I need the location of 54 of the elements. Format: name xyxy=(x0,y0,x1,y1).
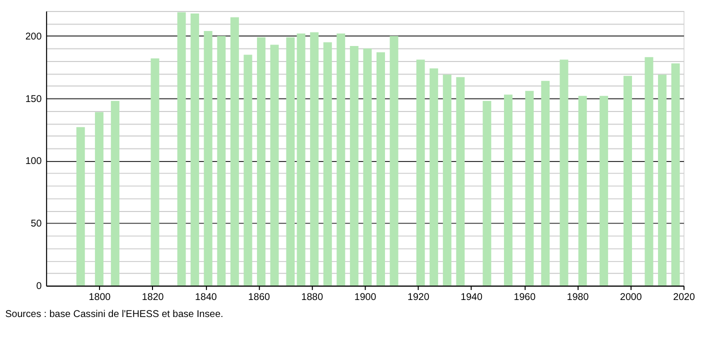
bar xyxy=(658,74,667,286)
bar xyxy=(623,76,632,286)
x-tick-label: 1840 xyxy=(195,292,218,303)
bar xyxy=(204,30,212,286)
bar xyxy=(244,54,252,286)
bar xyxy=(456,77,465,286)
x-tick-label: 1940 xyxy=(460,292,483,303)
y-tick-label: 150 xyxy=(25,94,42,105)
bar xyxy=(525,90,534,286)
bar xyxy=(416,60,425,286)
bar xyxy=(336,33,346,286)
y-tick-label: 200 xyxy=(25,31,42,42)
y-tick-label: 50 xyxy=(30,218,42,230)
source-note: Sources : base Cassini de l'EHESS et base Insee. xyxy=(5,308,224,320)
bar xyxy=(482,100,492,286)
bar xyxy=(376,52,385,286)
bar xyxy=(286,37,295,286)
x-tick-label: 2020 xyxy=(673,292,696,303)
bar xyxy=(541,80,550,286)
bar xyxy=(560,60,568,286)
y-tick-label: 100 xyxy=(25,156,42,168)
bar xyxy=(578,96,587,286)
bar xyxy=(644,57,654,286)
bar xyxy=(94,112,104,286)
bar xyxy=(310,32,319,286)
y-tick-label: 0 xyxy=(36,281,42,292)
bar xyxy=(363,48,372,286)
bar xyxy=(504,94,512,286)
bar xyxy=(323,42,332,286)
x-tick-label: 1820 xyxy=(142,292,164,303)
bar xyxy=(442,74,452,286)
bar xyxy=(270,44,279,286)
x-tick-label: 1920 xyxy=(408,292,430,303)
x-tick-label: 2000 xyxy=(620,292,642,303)
bar xyxy=(671,63,680,286)
bar xyxy=(390,36,398,286)
bar xyxy=(217,36,226,286)
x-tick-label: 1880 xyxy=(301,292,324,303)
bar xyxy=(256,37,266,286)
bar xyxy=(150,58,160,286)
x-tick-label: 1860 xyxy=(248,292,271,303)
bar xyxy=(76,127,85,286)
bar xyxy=(296,33,306,286)
bar xyxy=(350,46,358,286)
bar xyxy=(430,68,438,286)
x-tick-label: 1800 xyxy=(88,292,112,303)
bar xyxy=(230,17,239,286)
x-tick-label: 1900 xyxy=(354,292,377,303)
bar xyxy=(190,14,200,286)
bar xyxy=(600,96,608,286)
bar xyxy=(110,100,120,286)
bar xyxy=(177,12,186,286)
x-tick-label: 1960 xyxy=(514,292,536,303)
x-tick-label: 1980 xyxy=(566,292,590,303)
